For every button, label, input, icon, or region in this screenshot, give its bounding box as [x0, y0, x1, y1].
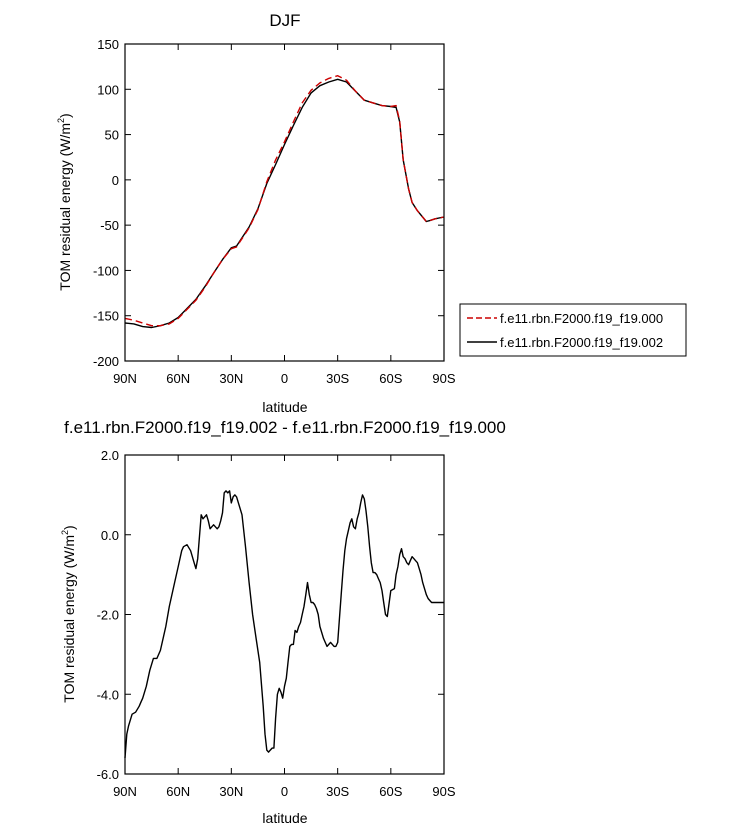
top-y-tick-label: -100 [93, 263, 119, 278]
top-y-axis-label: TOM residual energy (W/m2) [56, 113, 73, 290]
bottom-x-tick-label: 60N [166, 784, 190, 799]
top-chart-title: DJF [269, 11, 300, 30]
bottom-x-tick-label: 30N [219, 784, 243, 799]
bottom-x-tick-label: 90N [113, 784, 137, 799]
top-x-axis: 90N 60N 30N 0 30S 60S 90S [113, 44, 456, 386]
top-plot-area [124, 74, 445, 329]
top-x-tick-label: 90N [113, 371, 137, 386]
top-x-tick-label: 60N [166, 371, 190, 386]
bottom-x-tick-label: 60S [379, 784, 402, 799]
bottom-y-tick-label: 2.0 [101, 448, 119, 463]
legend-label-000: f.e11.rbn.F2000.f19_f19.000 [500, 311, 663, 326]
top-x-tick-label: 30S [326, 371, 349, 386]
bottom-y-axis: -6.0 -4.0 -2.0 0.0 2.0 [97, 448, 444, 782]
bottom-x-axis: 90N 60N 30N 0 30S 60S 90S [113, 455, 456, 799]
top-y-tick-label: -200 [93, 354, 119, 369]
top-panel: DJF -200 -150 -100 -50 0 50 100 150 90N 60N 30N 0 3… [56, 11, 687, 415]
top-plot-frame [124, 43, 445, 362]
top-y-tick-label: 100 [97, 82, 119, 97]
top-y-tick-label: -50 [100, 218, 119, 233]
legend: f.e11.rbn.F2000.f19_f19.000 f.e11.rbn.F2… [459, 303, 687, 357]
bottom-y-tick-label: -2.0 [97, 608, 119, 623]
bottom-panel: f.e11.rbn.F2000.f19_f19.002 - f.e11.rbn.… [60, 418, 506, 826]
bottom-plot-frame [124, 454, 445, 775]
legend-box [459, 303, 687, 357]
top-x-tick-label: 90S [432, 371, 455, 386]
bottom-y-tick-label: 0.0 [101, 528, 119, 543]
bottom-x-tick-label: 90S [432, 784, 455, 799]
bottom-x-tick-label: 0 [281, 784, 288, 799]
top-x-tick-label: 30N [219, 371, 243, 386]
bottom-chart-title: f.e11.rbn.F2000.f19_f19.002 - f.e11.rbn.… [64, 418, 506, 437]
top-series-line-0 [124, 78, 445, 329]
bottom-y-tick-label: -6.0 [97, 767, 119, 782]
top-y-tick-label: -150 [93, 309, 119, 324]
top-y-tick-label: 150 [97, 37, 119, 52]
top-series-line-1 [124, 74, 445, 327]
bottom-x-axis-label: latitude [262, 810, 307, 826]
bottom-plot-area [124, 490, 444, 759]
top-x-tick-label: 0 [281, 371, 288, 386]
bottom-series-line-0 [124, 490, 444, 759]
top-y-tick-label: 50 [105, 128, 119, 143]
bottom-y-tick-label: -4.0 [97, 687, 119, 702]
bottom-x-tick-label: 30S [326, 784, 349, 799]
top-x-tick-label: 60S [379, 371, 402, 386]
top-x-axis-label: latitude [262, 399, 307, 415]
top-y-tick-label: 0 [112, 173, 119, 188]
top-y-axis: -200 -150 -100 -50 0 50 100 150 [93, 37, 444, 369]
legend-label-002: f.e11.rbn.F2000.f19_f19.002 [500, 335, 663, 350]
bottom-y-axis-label: TOM residual energy (W/m2) [60, 525, 77, 702]
